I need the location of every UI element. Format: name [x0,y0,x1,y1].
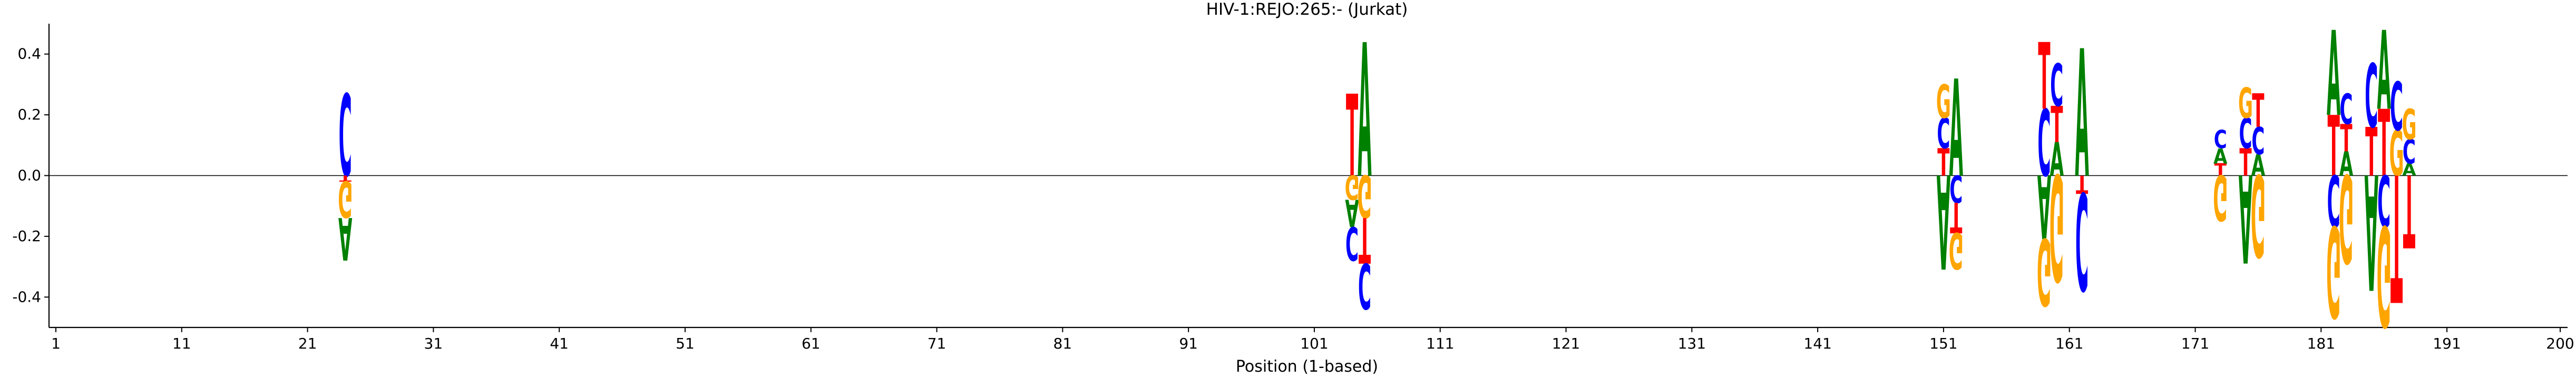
x-tick-label: 71 [928,335,947,352]
x-tick-label: 31 [424,335,443,352]
logo-letter-g: G [1357,161,1372,228]
logo-letter-g: G [2402,101,2416,150]
y-tick-label: 0.4 [17,45,41,63]
logo-letter-c: C [2403,133,2416,171]
logo-letter-a: A [1345,191,1359,234]
logo-letter-t: T [2403,152,2415,267]
x-tick-label: 1 [51,335,61,352]
logo-letter-g: G [2213,161,2228,234]
logo-letter-a: A [2239,147,2252,287]
logo-letter-a: A [1949,52,1963,207]
logo-letter-t: T [1359,203,1371,276]
x-tick-label: 51 [676,335,695,352]
x-tick-label: 61 [802,335,821,352]
logo-letter-g: G [1345,168,1360,206]
logo-letter-a: A [338,204,352,271]
logo-letter-a: A [2075,13,2089,217]
logo-letter-a: A [2037,154,2051,256]
x-tick-label: 21 [298,335,317,352]
x-tick-label: 200 [2546,335,2574,352]
logo-letter-g: G [2037,217,2052,324]
logo-letter-a: A [2213,144,2228,168]
logo-letter-a: A [2327,7,2340,143]
chart-title: HIV-1:REJO:265:- (Jurkat) [1206,0,1408,19]
logo-letter-c: C [1949,166,1963,210]
logo-letter-g: G [1949,222,1964,280]
logo-letter-c: C [2390,68,2403,146]
logo-letter-a: A [2377,8,2390,134]
logo-letter-g: G [2377,195,2392,355]
logo-letter-g: G [2339,147,2354,287]
logo-letter-c: C [2327,158,2340,241]
logo-letter-t: T [2378,91,2390,198]
y-tick-label: 0.2 [17,106,41,123]
logo-letter-c: C [1345,216,1359,270]
x-tick-label: 191 [2433,335,2461,352]
logo-letter-a: A [1937,145,1950,294]
logo-letter-t: T [1950,193,1963,241]
logo-letter-g: G [2251,148,2266,280]
logo-letter-a: A [1358,7,1371,220]
y-tick-label: -0.2 [12,227,41,245]
logo-letter-t: T [2051,96,2063,154]
x-axis-ticks: 1 11 21 31 41 51 61 71 81 91 101 111 121 131 141 151 161… [51,327,2574,352]
logo-letter-t: T [1937,141,1949,185]
logo-letter-g: G [1936,76,1951,129]
logo-letter-g: G [2326,198,2341,343]
x-tick-label: 81 [1053,335,1072,352]
logo-letter-g: G [2389,117,2404,191]
logo-letter-t: T [2038,24,2050,131]
logo-letter-t: T [1346,72,1358,203]
x-tick-label: 171 [2181,335,2209,352]
logo-letter-t: T [2076,170,2088,198]
logo-letter-c: C [2214,125,2227,154]
logo-letter-g: G [2050,141,2064,310]
logo-letter-c: C [2365,47,2378,148]
logo-letter-a: A [2402,160,2416,180]
x-tick-label: 41 [550,335,569,352]
logo-letter-a: A [2365,138,2378,321]
x-tick-label: 131 [1678,335,1706,352]
x-tick-label: 121 [1552,335,1580,352]
logo-letter-t: T [2214,160,2227,180]
logo-letter-c: C [2377,158,2390,241]
logo-letter-c: C [2239,110,2252,158]
logo-letter-t: T [2328,98,2340,195]
x-tick-label: 101 [1300,335,1328,352]
x-tick-label: 181 [2307,335,2335,352]
logo-letter-c: C [1358,248,1371,322]
logo-letter-c: C [2075,162,2089,318]
logo-letter-a: A [2339,145,2354,183]
y-tick-label: -0.4 [12,288,41,305]
x-tick-label: 151 [1929,335,1957,352]
logo-letter-t: T [2340,117,2352,161]
logo-letter-c: C [339,72,352,203]
logo-letter-t: T [339,173,352,183]
logo-letter-c: C [2340,86,2353,134]
y-axis-ticks: 0.4 0.2 0.0 -0.2 -0.4 [12,45,49,305]
logo-letter-c: C [2037,91,2051,198]
logo-letter-g: G [2238,79,2253,128]
x-tick-label: 91 [1179,335,1198,352]
logo-letter-c: C [2251,120,2265,164]
y-tick-label: 0.0 [17,167,41,184]
logo-letter-c: C [2050,52,2063,120]
logo-letter-g: G [338,170,353,227]
x-tick-label: 111 [1426,335,1454,352]
logo-letter-t: T [2390,134,2403,338]
logo-letter-c: C [1937,110,1950,158]
logo-letter-a: A [2050,133,2064,186]
logo-letter-t: T [2252,85,2264,138]
x-tick-label: 161 [2055,335,2083,352]
x-axis-title: Position (1-based) [1236,357,1378,376]
logo-letter-t: T [2239,141,2251,185]
logo-letter-a: A [2251,148,2266,183]
x-tick-label: 11 [172,335,191,352]
logo-letter-t: T [2365,114,2377,191]
x-tick-label: 141 [1803,335,1831,352]
